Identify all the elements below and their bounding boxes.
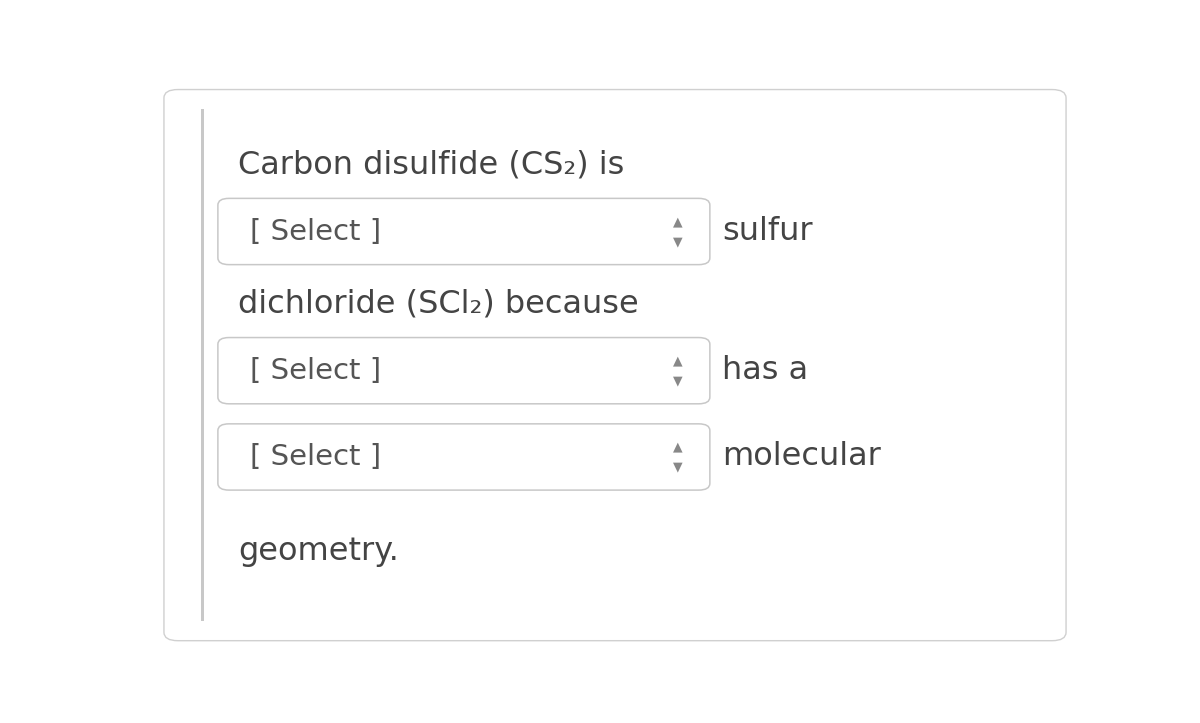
Text: sulfur: sulfur bbox=[722, 216, 812, 247]
Text: molecular: molecular bbox=[722, 442, 881, 472]
Text: ▲: ▲ bbox=[673, 354, 683, 367]
Text: [ Select ]: [ Select ] bbox=[250, 443, 380, 471]
Text: ▼: ▼ bbox=[673, 461, 683, 474]
Text: [ Select ]: [ Select ] bbox=[250, 218, 380, 246]
Text: ▼: ▼ bbox=[673, 235, 683, 248]
FancyBboxPatch shape bbox=[218, 198, 710, 265]
Text: ▲: ▲ bbox=[673, 215, 683, 228]
Text: Carbon disulfide (CS₂) is: Carbon disulfide (CS₂) is bbox=[239, 149, 625, 180]
Text: geometry.: geometry. bbox=[239, 536, 400, 567]
Text: ▲: ▲ bbox=[673, 440, 683, 453]
Bar bbox=[202, 109, 204, 621]
Text: ▼: ▼ bbox=[673, 375, 683, 388]
Text: [ Select ]: [ Select ] bbox=[250, 356, 380, 385]
Text: dichloride (SCl₂) because: dichloride (SCl₂) because bbox=[239, 288, 640, 320]
FancyBboxPatch shape bbox=[218, 338, 710, 404]
FancyBboxPatch shape bbox=[164, 90, 1066, 641]
Text: has a: has a bbox=[722, 355, 808, 386]
FancyBboxPatch shape bbox=[218, 424, 710, 490]
